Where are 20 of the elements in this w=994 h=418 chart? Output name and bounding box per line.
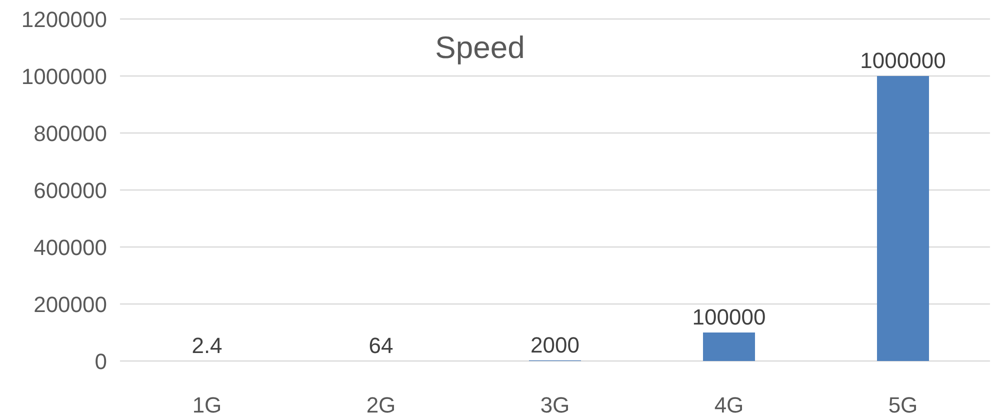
bar <box>703 332 755 361</box>
x-tick-label: 4G <box>714 392 744 418</box>
data-label: 64 <box>368 332 394 358</box>
data-label: 2000 <box>530 332 580 358</box>
y-tick-label: 1000000 <box>21 64 107 89</box>
y-tick-label: 400000 <box>34 234 107 260</box>
x-tick-label: 1G <box>192 392 222 418</box>
y-tick-label: 1200000 <box>21 6 107 32</box>
y-tick-label: 200000 <box>34 292 107 317</box>
x-tick-label: 2G <box>366 392 396 418</box>
chart-title: Speed <box>435 30 525 65</box>
x-tick-label: 5G <box>888 392 918 418</box>
y-tick-label: 0 <box>94 348 107 374</box>
data-label: 100000 <box>692 304 766 330</box>
data-label: 1000000 <box>860 48 946 73</box>
data-label: 2.4 <box>192 333 222 358</box>
x-tick-label: 3G <box>540 392 570 418</box>
bar <box>877 76 929 361</box>
y-tick-label: 600000 <box>34 178 107 203</box>
y-tick-label: 800000 <box>34 120 107 146</box>
